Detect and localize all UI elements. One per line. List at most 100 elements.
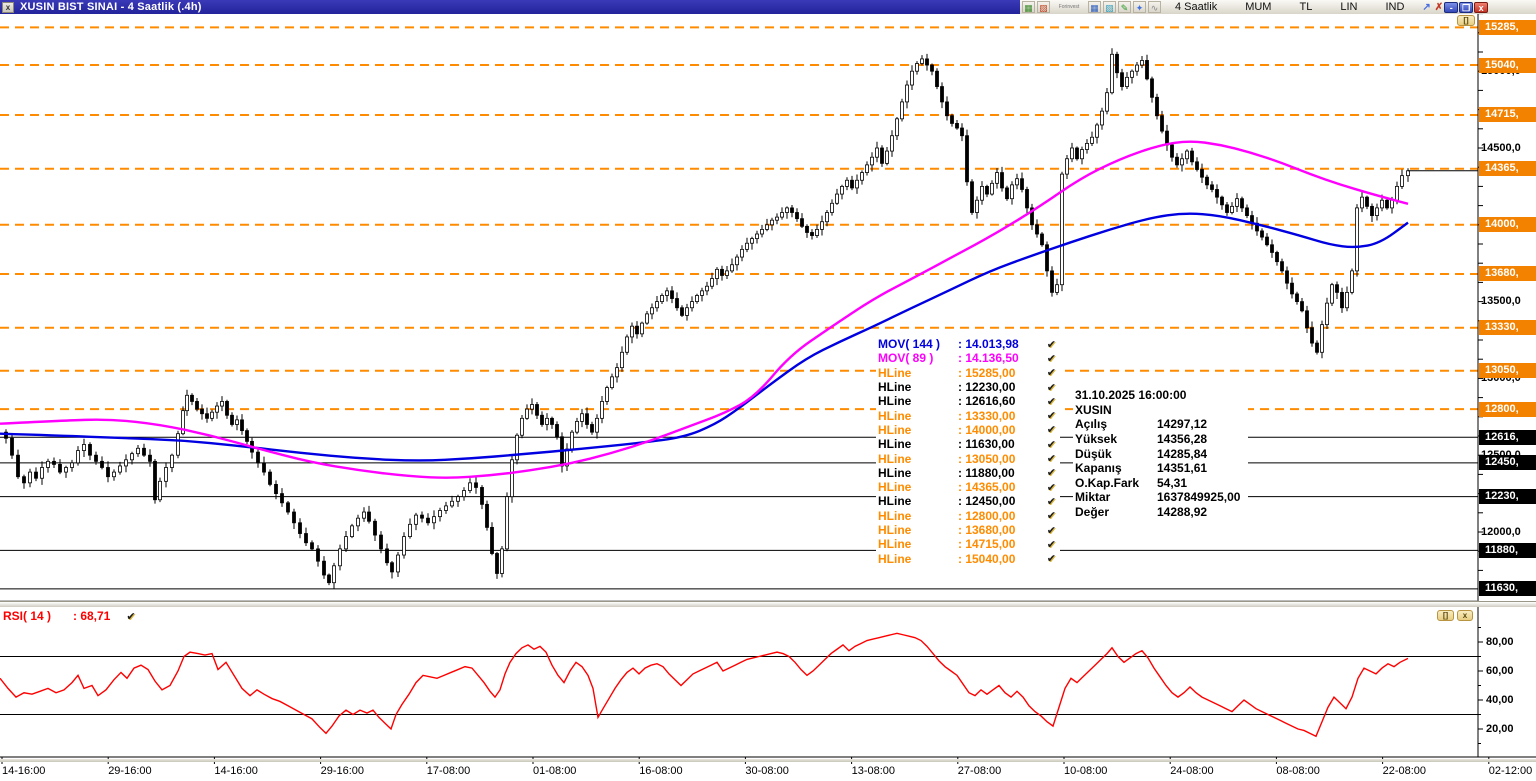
toolbar: ▦ ▨ Forinvest ▦ ▧ ✎ ✦ ∿ 4 Saatlik MUM TL LIN IND ↗ ✗ - ❐… <box>1020 0 1536 14</box>
price-hline-badge[interactable]: 13330, <box>1479 320 1536 336</box>
tools-icon[interactable]: ✗ <box>1434 1 1444 13</box>
close-button[interactable]: x <box>1474 1 1489 13</box>
matrix-grid-icon[interactable]: ▦ <box>1088 1 1101 13</box>
legend-check-icon[interactable]: ✔ <box>1046 467 1056 480</box>
minimize-button[interactable]: - <box>1444 1 1459 13</box>
legend-check-icon[interactable]: ✔ <box>1046 481 1056 494</box>
time-axis-label: 13-08:00 <box>851 765 896 777</box>
rsi-axis-label: 60,00 <box>1486 664 1514 677</box>
legend-check-icon[interactable]: ✔ <box>1046 395 1056 408</box>
info-label: O.Kap.Fark <box>1075 475 1140 490</box>
price-hline-badge[interactable]: 12230, <box>1479 489 1536 505</box>
info-label: Değer <box>1075 505 1110 520</box>
forinvest-logo[interactable]: Forinvest <box>1058 4 1080 10</box>
legend-row: HLine: 11880,00 ✔ <box>878 466 1056 480</box>
legend-value: : 13680,00 <box>958 523 1016 537</box>
legend-check-icon[interactable]: ✔ <box>1046 410 1056 423</box>
price-pane-restore-button[interactable]: [] <box>1457 15 1475 26</box>
draw-pencil-icon[interactable]: ✎ <box>1118 1 1131 13</box>
toolbar-button-lin[interactable]: LIN <box>1340 1 1358 13</box>
info-row: Kapanış 14351,61 <box>1075 461 1240 476</box>
compass-icon[interactable]: ✦ <box>1133 1 1146 13</box>
info-row: Düşük 14285,84 <box>1075 446 1240 461</box>
legend-check-icon[interactable]: ✔ <box>1046 367 1056 380</box>
time-axis-label: 29-16:00 <box>320 765 365 777</box>
legend-check-icon[interactable]: ✔ <box>1046 510 1056 523</box>
legend-row: MOV( 144 ): 14.013,98 ✔ <box>878 337 1056 351</box>
news-icon[interactable]: ▨ <box>1037 1 1050 13</box>
legend-label: HLine <box>878 394 912 409</box>
time-axis-label: 10-08:00 <box>1064 765 1108 777</box>
legend-check-icon[interactable]: ✔ <box>1046 338 1056 351</box>
price-hline-badge[interactable]: 12616, <box>1479 429 1536 445</box>
panel-close-icon[interactable]: x <box>2 1 14 13</box>
link-arrow-icon[interactable]: ↗ <box>1422 1 1431 13</box>
legend-label: HLine <box>878 508 912 523</box>
price-hline-badge[interactable]: 14715, <box>1479 107 1536 123</box>
pane-separator[interactable] <box>0 601 1536 607</box>
legend-value: : 13330,00 <box>958 408 1016 423</box>
legend-value: : 15285,00 <box>958 365 1016 380</box>
info-value: 14351,61 <box>1157 461 1208 476</box>
legend-value: : 14000,00 <box>958 422 1016 437</box>
legend-check-icon[interactable]: ✔ <box>1046 524 1056 537</box>
restore-button[interactable]: ❐ <box>1459 1 1474 13</box>
legend-value: : 14365,00 <box>958 480 1016 495</box>
info-label: Düşük <box>1075 446 1112 461</box>
info-row: Miktar 1637849925,00 <box>1075 490 1240 505</box>
legend-label: HLine <box>878 365 912 380</box>
price-hline-badge[interactable]: 14000, <box>1479 217 1536 233</box>
indicator-zigzag-icon[interactable]: ∿ <box>1148 1 1161 13</box>
price-hline-badge[interactable]: 11880, <box>1479 542 1536 558</box>
legend-check-icon[interactable]: ✔ <box>1046 538 1056 551</box>
time-axis-label: 29-16:00 <box>108 765 152 777</box>
ohlc-info-panel: 31.10.2025 16:00:00 XUSIN Açılış 14297,12 Yü… <box>1073 388 1249 522</box>
price-hline-badge[interactable]: 12450, <box>1479 455 1536 471</box>
legend-value: : 14.136,50 <box>958 351 1019 366</box>
info-row: Açılış 14297,12 <box>1075 417 1240 432</box>
time-axis-label: 22-08:00 <box>1382 765 1427 777</box>
info-value: 14297,12 <box>1157 417 1208 432</box>
legend-check-icon[interactable]: ✔ <box>1046 381 1056 394</box>
legend-check-icon[interactable]: ✔ <box>1046 424 1056 437</box>
info-row: Değer 14288,92 <box>1075 505 1240 520</box>
legend-check-icon[interactable]: ✔ <box>1046 453 1056 466</box>
chart-page-icon[interactable]: ▦ <box>1022 1 1035 13</box>
info-value: 14288,92 <box>1157 505 1208 520</box>
legend-row: HLine: 13330,00 ✔ <box>878 408 1056 423</box>
legend-row: HLine: 14715,00 ✔ <box>878 537 1056 551</box>
toolbar-button-tl[interactable]: TL <box>1299 1 1313 13</box>
legend-check-icon[interactable]: ✔ <box>1046 438 1056 451</box>
price-hline-badge[interactable]: 11630, <box>1479 581 1536 597</box>
toolbar-button-4-saatlik[interactable]: 4 Saatlik <box>1175 1 1218 13</box>
legend-value: : 15040,00 <box>958 551 1016 566</box>
info-row: 31.10.2025 16:00:00 <box>1075 388 1240 403</box>
legend-row: HLine: 11630,00 ✔ <box>878 437 1056 451</box>
info-row: XUSIN <box>1075 403 1240 418</box>
legend-check-icon[interactable]: ✔ <box>1046 553 1056 566</box>
price-hline-badge[interactable]: 15285, <box>1479 19 1536 35</box>
info-label: XUSIN <box>1075 402 1112 417</box>
rsi-check-icon[interactable]: ✔ <box>126 610 136 623</box>
rsi-axis-label: 40,00 <box>1486 693 1514 706</box>
chart-image-icon[interactable]: ▧ <box>1103 1 1116 13</box>
price-hline-badge[interactable]: 13680, <box>1479 266 1536 282</box>
price-hline-badge[interactable]: 15040, <box>1479 57 1536 73</box>
price-hline-badge[interactable]: 13050, <box>1479 363 1536 379</box>
rsi-close-button[interactable]: x <box>1457 610 1473 621</box>
window-title: XUSIN BIST SINAI - 4 Saatlik (.4h) <box>20 1 202 13</box>
price-axis-label: 13500,0 <box>1481 295 1521 308</box>
toolbar-button-ind[interactable]: IND <box>1385 1 1405 13</box>
legend-check-icon[interactable]: ✔ <box>1046 352 1056 365</box>
toolbar-button-mum[interactable]: MUM <box>1245 1 1272 13</box>
legend-check-icon[interactable]: ✔ <box>1046 495 1056 508</box>
time-axis-label: 17-08:00 <box>426 765 471 777</box>
time-axis-label: 01-08:00 <box>533 765 577 777</box>
rsi-restore-button[interactable]: [] <box>1437 610 1454 621</box>
legend-label: HLine <box>878 422 912 437</box>
price-hline-badge[interactable]: 14365, <box>1479 161 1536 177</box>
info-row: O.Kap.Fark 54,31 <box>1075 476 1240 491</box>
price-hline-badge[interactable]: 12800, <box>1479 401 1536 417</box>
legend-row: HLine: 14365,00 ✔ <box>878 480 1056 494</box>
